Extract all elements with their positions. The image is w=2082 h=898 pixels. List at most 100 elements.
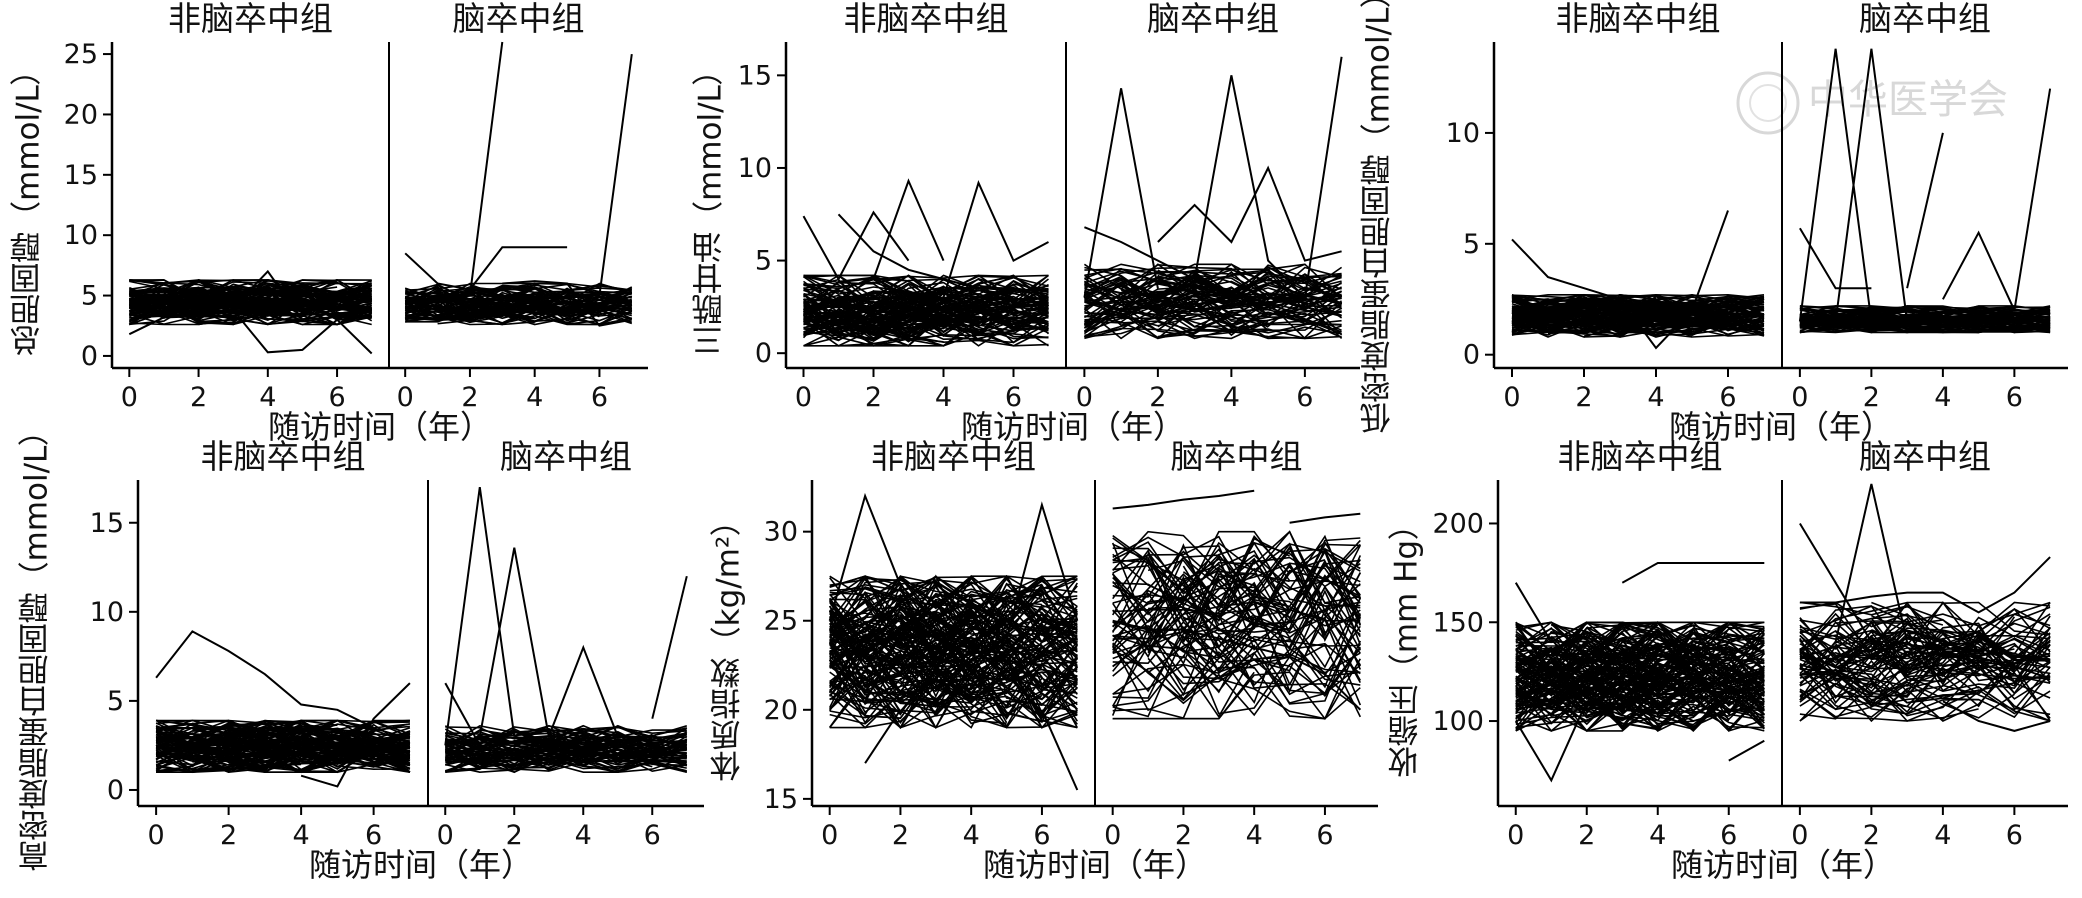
trajectory-line bbox=[803, 290, 1049, 319]
panel-title: 脑卒中组 bbox=[500, 437, 632, 476]
y-tick-label: 0 bbox=[81, 341, 98, 372]
x-axis-label: 随访时间（年） bbox=[309, 846, 533, 884]
trajectory-line bbox=[155, 746, 411, 768]
x-axis-label: 随访时间（年） bbox=[268, 408, 492, 446]
trajectory-line bbox=[1182, 564, 1361, 626]
x-tick-label: 4 bbox=[963, 820, 980, 851]
outlier-trajectory bbox=[198, 269, 304, 321]
x-tick-label: 2 bbox=[461, 382, 478, 413]
x-tick-label: 0 bbox=[397, 382, 414, 413]
x-tick-label: 4 bbox=[1223, 382, 1240, 413]
trajectory-line bbox=[803, 300, 944, 323]
trajectory-line bbox=[1551, 631, 1765, 683]
outlier-trajectory bbox=[651, 575, 688, 719]
trajectory-line bbox=[803, 274, 1049, 306]
outlier-trajectory bbox=[1799, 227, 1872, 290]
trajectory-line bbox=[829, 651, 1078, 723]
outlier-trajectory bbox=[437, 41, 504, 303]
outlier-trajectory bbox=[864, 709, 902, 764]
y-axis-label: 体质指数（kg/m²） bbox=[710, 505, 747, 782]
trajectory-line bbox=[829, 574, 1078, 629]
x-tick-label: 2 bbox=[220, 820, 237, 851]
x-tick-label: 2 bbox=[1578, 820, 1595, 851]
panel-title: 脑卒中组 bbox=[1859, 437, 1991, 476]
trajectory-line bbox=[803, 313, 1049, 347]
trajectory-line bbox=[864, 608, 1007, 678]
panel-title: 非脑卒中组 bbox=[871, 437, 1036, 476]
y-axis-label: 收缩压（mm Hg） bbox=[1388, 509, 1425, 777]
y-tick-label: 5 bbox=[81, 281, 98, 312]
panel-non-stroke: 非脑卒中组 0 2 4 6 bbox=[148, 437, 411, 851]
trajectory-line bbox=[1083, 266, 1342, 302]
outlier-trajectory bbox=[942, 179, 1049, 298]
trajectory-line bbox=[1799, 308, 1979, 319]
y-axis-label: 三酰甘油（mmol/L） bbox=[692, 54, 729, 356]
trajectory-line bbox=[1084, 266, 1342, 298]
trajectory-line bbox=[1084, 267, 1342, 305]
trajectory-line bbox=[838, 309, 1049, 340]
outlier-trajectory bbox=[1834, 483, 1909, 643]
y-tick-label: 0 bbox=[1463, 340, 1480, 371]
trajectory-line bbox=[1112, 594, 1361, 677]
outlier-trajectory bbox=[872, 178, 945, 280]
outlier-trajectory bbox=[1906, 132, 1944, 289]
trajectory-line bbox=[1112, 545, 1290, 628]
panel-stroke: 脑卒中组 0 2 4 6 bbox=[437, 437, 688, 851]
trajectory-line bbox=[163, 294, 372, 317]
trajectory-line bbox=[479, 746, 688, 766]
trajectory-line bbox=[514, 735, 688, 758]
trajectory-line bbox=[1511, 314, 1765, 336]
trajectory-line bbox=[1799, 650, 2051, 716]
y-axis-label: 高密度脂蛋白胆固醇（mmol/L） bbox=[18, 415, 55, 872]
trajectory-line bbox=[803, 307, 1049, 344]
x-axis-label: 随访时间（年） bbox=[983, 846, 1207, 884]
trajectory-line bbox=[1515, 621, 1765, 672]
trajectory-line bbox=[899, 612, 1078, 694]
panel-title: 非脑卒中组 bbox=[1558, 437, 1723, 476]
trajectory-line bbox=[1157, 325, 1342, 340]
trajectory-line bbox=[1083, 301, 1343, 340]
trajectory-line bbox=[1084, 295, 1343, 336]
trajectory-line bbox=[156, 719, 302, 732]
trajectory-line bbox=[829, 658, 1078, 729]
outlier-trajectory bbox=[1193, 75, 1306, 299]
x-tick-label: 0 bbox=[1076, 382, 1093, 413]
outlier-trajectory bbox=[128, 308, 373, 355]
trajectory-line bbox=[1550, 654, 1765, 700]
outlier-trajectory bbox=[802, 210, 910, 282]
x-tick-label: 2 bbox=[506, 820, 523, 851]
trajectory-line bbox=[1511, 315, 1765, 338]
trajectory-line bbox=[163, 288, 303, 305]
panel-title: 脑卒中组 bbox=[1171, 437, 1303, 476]
x-tick-label: 4 bbox=[1246, 820, 1263, 851]
trajectory-line bbox=[829, 590, 1008, 655]
trajectory-line bbox=[829, 618, 1078, 699]
trajectory-line bbox=[404, 287, 568, 306]
trajectory-line bbox=[1799, 663, 2051, 722]
y-tick-label: 5 bbox=[755, 246, 772, 277]
x-tick-label: 4 bbox=[1647, 382, 1664, 413]
outlier-trajectory bbox=[1112, 619, 1362, 711]
x-tick-label: 6 bbox=[1296, 382, 1313, 413]
x-tick-label: 4 bbox=[259, 382, 276, 413]
trajectory-line bbox=[803, 308, 1049, 341]
trajectory-line bbox=[1871, 605, 2051, 653]
y-tick-label: 10 bbox=[90, 597, 124, 628]
trajectory-line bbox=[1112, 558, 1291, 640]
trajectory-line bbox=[829, 575, 1078, 650]
trajectory-line bbox=[1799, 666, 2051, 722]
trajectory-line bbox=[1835, 619, 1980, 669]
outlier-trajectory bbox=[404, 246, 568, 291]
trajectory-line bbox=[1112, 536, 1361, 607]
trajectory-line bbox=[1511, 313, 1765, 330]
trajectory-line bbox=[1799, 601, 1980, 660]
outlier-trajectory bbox=[1798, 48, 1873, 322]
trajectory-line bbox=[1586, 636, 1765, 666]
y-tick-label: 5 bbox=[1463, 229, 1480, 260]
trajectory-line bbox=[192, 760, 302, 767]
trajectory-line bbox=[803, 315, 1049, 347]
outlier-trajectory bbox=[2013, 88, 2052, 311]
trajectory-line bbox=[1799, 637, 2051, 693]
trajectory-line bbox=[1799, 672, 2051, 719]
